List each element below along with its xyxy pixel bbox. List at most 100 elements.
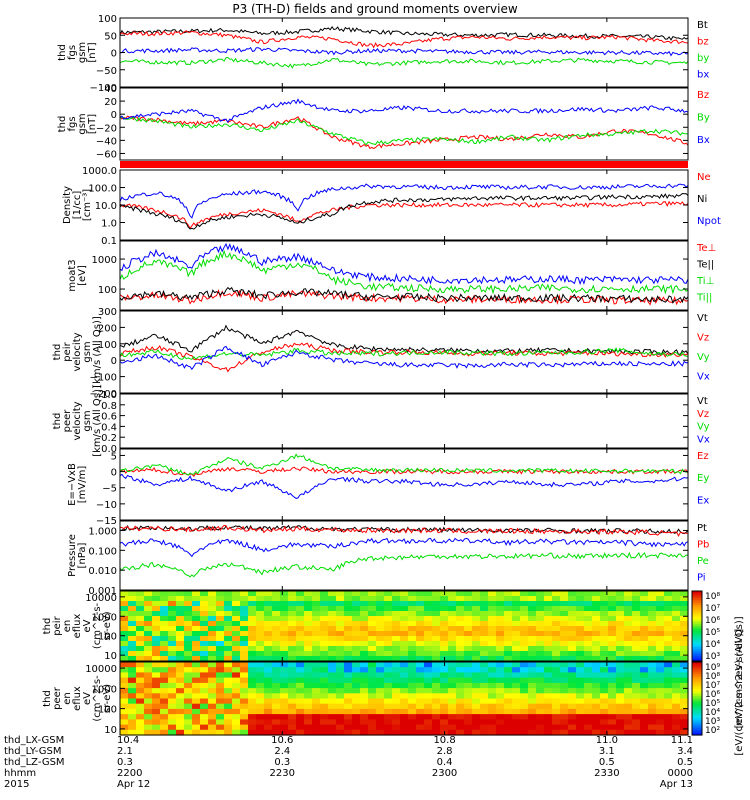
panel-3-ylabel-0: Density — [62, 186, 73, 224]
panel-1-ylabel-2: gsm — [77, 42, 88, 63]
panel-1-ylabel-0: thd — [57, 44, 68, 61]
panel-5-ytick-label-0: 300 — [98, 307, 117, 318]
panel-1-legend-2: by — [697, 53, 709, 64]
spectrogram-2-frame — [119, 661, 689, 736]
xtick-0-Ly: 2.1 — [117, 746, 133, 757]
panel-7-frame — [119, 448, 689, 521]
xtick-4-L: 11.1 — [671, 735, 693, 746]
panel-4-ytick-label-1: 100 — [98, 285, 117, 296]
panel-5-ylabel-0: thd — [52, 344, 63, 361]
panel-7-ytick-label-0: 5 — [111, 451, 117, 462]
spectrogram-2-ytick-label-0: 10000 — [85, 664, 117, 675]
panel-1-legend-3: bx — [697, 69, 709, 80]
panel-2-ytick-label-0: 40 — [104, 84, 117, 95]
xtick-3-Ly: 3.1 — [599, 746, 615, 757]
spectrogram-1-colorbar-tick-3: 10⁵ — [705, 628, 720, 638]
panel-8-ytick-label-3: 0.001 — [88, 586, 117, 597]
xaxis-row-label-0: thd_LX-GSM — [4, 735, 64, 746]
spectrogram-2-colorbar-tick-4: 10⁵ — [705, 699, 720, 709]
panel-8-ylabel-0: Pressure — [67, 534, 78, 577]
panel-2-ytick-label-2: 0 — [111, 110, 117, 121]
xtick-4-day: Apr 13 — [660, 779, 693, 790]
panel-1-ylabel-1: fgs — [67, 45, 78, 60]
panel-3-legend-1: Ni — [697, 194, 707, 205]
panel-3-series-Ni-1 — [119, 192, 689, 230]
xtick-4-Lz: 0.5 — [677, 757, 693, 768]
spectrogram-1-ylabel-3: eflux — [72, 614, 83, 639]
xaxis-row-label-1: thd_LY-GSM — [4, 746, 61, 757]
spectrogram-1-colorbar-tick-1: 10⁷ — [705, 604, 720, 614]
panel-6-legend-1: Vz — [697, 409, 709, 420]
spectrogram-1-frame — [119, 590, 689, 662]
panel-3-legend-0: Ne — [697, 172, 711, 183]
panel-1-ylabel-3: [nT] — [87, 42, 98, 62]
spectrogram-1-ylabel-2: en — [62, 620, 73, 633]
panel-4-ytick-label-0: 1000 — [92, 255, 117, 266]
spectrogram-1-ylabel-5: (cm^2-s- — [92, 602, 103, 649]
xaxis-row-label-4: 2015 — [4, 779, 29, 790]
panel-2-ylabel-0: thd — [57, 116, 68, 133]
spectrogram-2-colorbar-tick-7: 10² — [705, 726, 720, 736]
panel-8-series-Pe-2 — [119, 551, 689, 578]
panel-1-ytick-label-2: 0 — [111, 49, 117, 60]
panel-4-legend-1: Te|| — [696, 259, 714, 270]
panel-2-ylabel-3: [nT] — [87, 114, 98, 134]
panel-6-legend-3: Vx — [697, 435, 710, 446]
spectrogram-1-ytick-label-1: 1000 — [92, 612, 117, 623]
xtick-4-Ly: 3.4 — [677, 746, 693, 757]
spectrogram-2-colorbar-tick-0: 10⁹ — [705, 663, 720, 673]
xtick-3-L: 11.0 — [596, 735, 618, 746]
panel-8-legend-0: Pt — [697, 523, 707, 534]
panel-6-legend-2: Vy — [697, 422, 710, 433]
xtick-0-Lz: 0.3 — [117, 757, 133, 768]
spectrogram-1-ytick-label-0: 10000 — [85, 593, 117, 604]
panel-5-ytick-label-2: 100 — [98, 340, 117, 351]
panel-1-series-bz-1 — [119, 30, 689, 49]
panel-6-ytick-label-2: 0.6 — [101, 412, 117, 423]
panel-5-ylabel-4: [km/s (All Qs)] — [92, 316, 103, 388]
spectrogram-2-ytick-label-2: 100 — [98, 705, 117, 716]
panel-6-frame — [119, 393, 689, 449]
panel-7-ylabel-0: E=−VxB — [67, 463, 78, 506]
panel-2-frame — [119, 87, 689, 161]
spectrogram-1-ylabel-0: thd — [42, 618, 53, 635]
panel-7-legend-1: Ey — [697, 473, 709, 484]
panel-3-ytick-label-3: 1.0 — [101, 219, 117, 230]
panel-4-legend-3: Ti|| — [696, 292, 712, 303]
panel-4-series-Te-1 — [119, 286, 689, 304]
panel-1-legend-0: Bt — [697, 20, 708, 31]
panel-4-legend-0: Te⊥ — [696, 243, 716, 254]
spectrogram-2-colorbar-tick-6: 10³ — [705, 717, 720, 727]
panel-8-legend-2: Pe — [697, 556, 709, 567]
panel-2-ylabel-1: fgs — [67, 116, 78, 131]
xtick-1-L: 10.6 — [271, 735, 293, 746]
panel-2-legend-2: Bx — [697, 135, 710, 146]
panel-2-ytick-label-3: −20 — [96, 123, 117, 134]
panel-2-legend-0: Bz — [697, 90, 709, 101]
panel-7-ytick-label-4: −15 — [96, 516, 117, 527]
panel-5-ytick-label-4: −100 — [90, 373, 117, 384]
spectrogram-2-ylabel-4: eV — [82, 692, 93, 705]
panel-5-ytick-label-1: 200 — [98, 323, 117, 334]
xtick-0-hhmm: 2200 — [117, 768, 142, 779]
panel-5-legend-1: Vz — [697, 333, 709, 344]
xtick-1-hhmm: 2230 — [270, 768, 295, 779]
spectrogram-1-colorbar-tick-4: 10⁴ — [705, 640, 720, 650]
panel-4-ylabel-0: moat3 — [67, 259, 78, 291]
spectrogram-2-colorbar — [691, 661, 703, 736]
panel-8-ytick-label-2: 0.010 — [88, 566, 117, 577]
xtick-4-hhmm: 0000 — [668, 768, 693, 779]
panel-7-legend-2: Ex — [697, 495, 709, 506]
panel-5-series-Vt-0 — [119, 324, 689, 355]
xtick-1-Ly: 2.4 — [274, 746, 290, 757]
spectrogram-2-colorbar-label: [eV/(cm^2-s-sr-eV)] — [734, 629, 745, 729]
panel-7-series-Ex-2 — [119, 473, 689, 499]
spectrogram-2-colorbar-tick-3: 10⁶ — [705, 690, 720, 700]
panel-2-ylabel-2: gsm — [77, 113, 88, 134]
spectrogram-1-colorbar-tick-5: 10³ — [705, 652, 720, 662]
panel-3-ytick-label-1: 100.0 — [88, 184, 117, 195]
spectrogram-1-colorbar — [691, 590, 703, 662]
panel-6-legend-0: Vt — [697, 396, 708, 407]
panel-3-series-Npot-2 — [119, 183, 689, 219]
spectrogram-2-colorbar-tick-1: 10⁸ — [705, 672, 720, 682]
